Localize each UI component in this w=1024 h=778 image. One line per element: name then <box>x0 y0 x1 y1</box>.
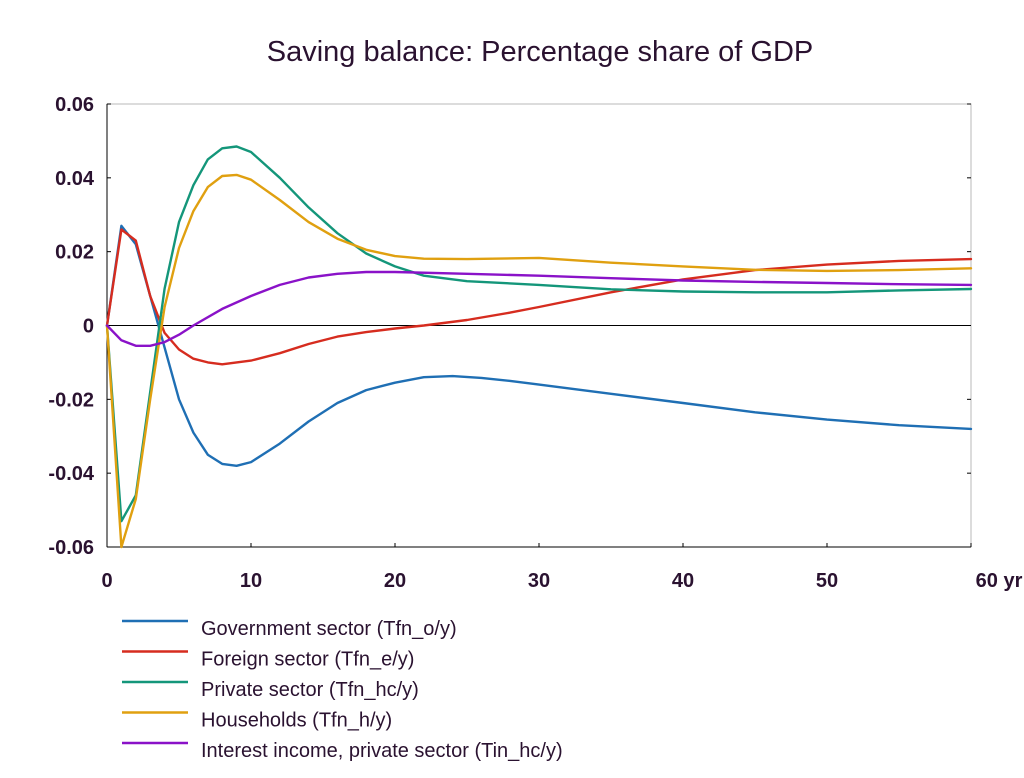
x-tick-label: 30 <box>528 570 550 592</box>
x-tick-label: 10 <box>240 570 262 592</box>
series-line-4 <box>105 173 973 549</box>
y-tick-label: 0.06 <box>55 94 94 116</box>
y-tick-label: 0.04 <box>55 168 95 190</box>
x-axis: 0 10 20 30 40 50 60 yr <box>101 543 1023 592</box>
x-tick-label: 50 <box>816 570 838 592</box>
y-tick-label: -0.04 <box>48 463 94 485</box>
legend-item: Government sector (Tfn_o/y) <box>122 618 457 640</box>
series-line-1 <box>105 224 973 467</box>
series-group <box>105 145 973 549</box>
series-line-2 <box>105 228 973 366</box>
y-tick-label: -0.02 <box>48 389 94 411</box>
chart-title: Saving balance: Percentage share of GDP <box>267 36 814 68</box>
y-tick-label: 0.02 <box>55 242 94 264</box>
legend-label: Private sector (Tfn_hc/y) <box>201 679 419 701</box>
legend-item: Interest income, private sector (Tin_hc/… <box>122 740 563 762</box>
series-line-5 <box>105 270 973 347</box>
series-line-3 <box>105 145 973 523</box>
legend-label: Government sector (Tfn_o/y) <box>201 618 457 640</box>
legend-item: Households (Tfn_h/y) <box>122 710 392 732</box>
legend-label: Foreign sector (Tfn_e/y) <box>201 649 414 671</box>
legend-label: Households (Tfn_h/y) <box>201 710 392 732</box>
y-axis: 0.06 0.04 0.02 0 -0.02 -0.04 -0.06 <box>48 94 971 559</box>
legend-item: Foreign sector (Tfn_e/y) <box>122 649 414 671</box>
x-tick-label: 60 yr <box>976 570 1023 592</box>
x-tick-label: 0 <box>101 570 112 592</box>
x-tick-label: 40 <box>672 570 694 592</box>
legend: Government sector (Tfn_o/y) Foreign secto… <box>122 618 563 762</box>
legend-item: Private sector (Tfn_hc/y) <box>122 679 419 701</box>
y-tick-label: 0 <box>83 316 94 338</box>
legend-label: Interest income, private sector (Tin_hc/… <box>201 740 563 762</box>
x-tick-label: 20 <box>384 570 406 592</box>
y-tick-label: -0.06 <box>48 537 94 559</box>
